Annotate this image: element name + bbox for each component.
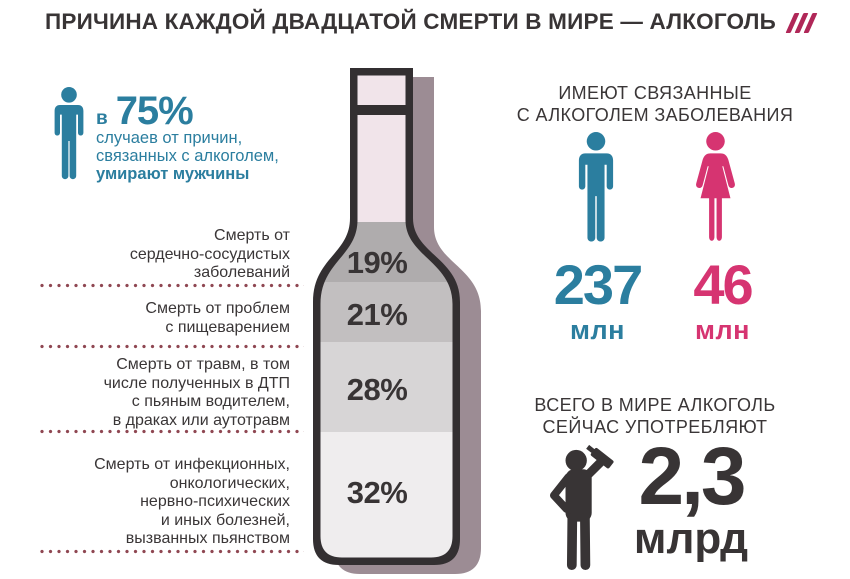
page-title: ПРИЧИНА КАЖДОЙ ДВАДЦАТОЙ СМЕРТИ В МИРЕ —… (45, 9, 777, 34)
men-diseases-unit: млн (570, 315, 625, 345)
women-diseases-stat: 46 млн (660, 257, 785, 346)
stat-prefix: в (96, 108, 108, 129)
bottle-chart: 19% 21% 28% 32% (313, 68, 481, 574)
men-diseases-stat: 237 млн (535, 257, 660, 346)
women-diseases-value: 46 (693, 253, 753, 316)
bottle-neck-fill (320, 75, 453, 222)
drinking-person-icon (550, 444, 614, 571)
title-slashes-icon (785, 13, 818, 33)
male-icon (578, 132, 614, 242)
consumption-unit: млрд (633, 514, 749, 563)
male-deaths-stat: в 75% случаев от причин, связанных с алк… (96, 89, 279, 184)
dotted-divider (40, 283, 304, 288)
dotted-divider (40, 344, 304, 349)
diseases-header: ИМЕЮТ СВЯЗАННЫЕ С АЛКОГОЛЕМ ЗАБОЛЕВАНИЯ (516, 83, 794, 125)
stat-line-2: связанных с алкоголем, (96, 146, 279, 165)
cap-line (320, 105, 453, 115)
dotted-divider (40, 549, 304, 554)
band-21 (320, 282, 453, 342)
cause-label-cardio: Смерть от сердечно-сосудистых заболевани… (129, 227, 290, 281)
male-pictogram-icon (54, 87, 84, 180)
consumption-stat: 2,3 млрд (616, 431, 766, 563)
cause-label-digestive: Смерть от проблем с пищеварением (145, 300, 290, 336)
band-28-label: 28% (347, 372, 408, 407)
cause-label-injuries: Смерть от травм, в том числе полученных … (103, 356, 290, 429)
page-title-row: ПРИЧИНА КАЖДОЙ ДВАДЦАТОЙ СМЕРТИ В МИРЕ —… (45, 9, 818, 35)
men-diseases-value: 237 (553, 253, 643, 316)
women-diseases-unit: млн (695, 315, 750, 345)
band-21-label: 21% (347, 297, 408, 332)
dotted-divider (40, 429, 304, 434)
stat-line-3: умирают мужчины (96, 165, 250, 183)
female-icon (696, 132, 735, 241)
band-19-label: 19% (347, 245, 408, 280)
band-28 (320, 342, 453, 432)
stat-75-value: 75% (115, 89, 194, 133)
cause-label-diseases: Смерть от инфекционных, онкологических, … (94, 456, 290, 547)
stat-line-1: случаев от причин, (96, 129, 243, 147)
band-32 (320, 432, 453, 558)
consumption-value: 2,3 (638, 431, 747, 522)
band-32-label: 32% (347, 475, 408, 510)
consumption-header: ВСЕГО В МИРЕ АЛКОГОЛЬ СЕЙЧАС УПОТРЕБЛЯЮТ (534, 395, 776, 437)
